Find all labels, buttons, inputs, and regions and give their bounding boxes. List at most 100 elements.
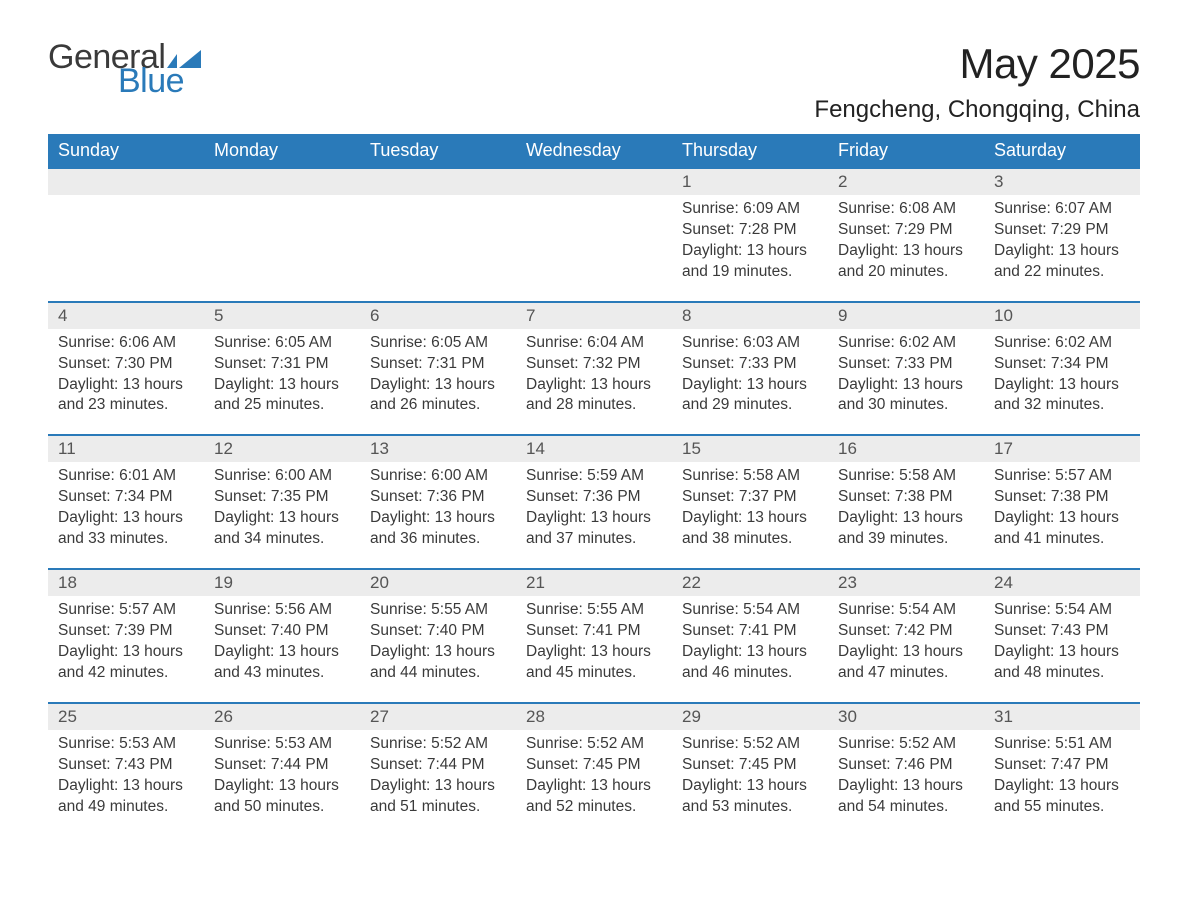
daylight-text: Daylight: 13 hours and 51 minutes. (370, 776, 506, 818)
calendar-cell (516, 167, 672, 301)
empty-day-bar (48, 167, 204, 195)
day-cell: 4Sunrise: 6:06 AMSunset: 7:30 PMDaylight… (48, 301, 204, 435)
empty-day-bar (516, 167, 672, 195)
sunrise-text: Sunrise: 6:06 AM (58, 333, 194, 354)
daylight-text: Daylight: 13 hours and 48 minutes. (994, 642, 1130, 684)
day-body: Sunrise: 5:55 AMSunset: 7:40 PMDaylight:… (360, 596, 516, 684)
sunset-text: Sunset: 7:28 PM (682, 220, 818, 241)
calendar-cell: 10Sunrise: 6:02 AMSunset: 7:34 PMDayligh… (984, 301, 1140, 435)
sunrise-text: Sunrise: 5:58 AM (682, 466, 818, 487)
day-cell: 30Sunrise: 5:52 AMSunset: 7:46 PMDayligh… (828, 702, 984, 836)
day-number: 16 (828, 434, 984, 462)
sunrise-text: Sunrise: 5:52 AM (370, 734, 506, 755)
daylight-text: Daylight: 13 hours and 38 minutes. (682, 508, 818, 550)
day-body: Sunrise: 5:52 AMSunset: 7:46 PMDaylight:… (828, 730, 984, 818)
sunrise-text: Sunrise: 5:54 AM (838, 600, 974, 621)
day-body: Sunrise: 6:01 AMSunset: 7:34 PMDaylight:… (48, 462, 204, 550)
sunset-text: Sunset: 7:36 PM (370, 487, 506, 508)
calendar-cell: 24Sunrise: 5:54 AMSunset: 7:43 PMDayligh… (984, 568, 1140, 702)
sunrise-text: Sunrise: 6:05 AM (370, 333, 506, 354)
sunset-text: Sunset: 7:43 PM (58, 755, 194, 776)
sunrise-text: Sunrise: 5:52 AM (526, 734, 662, 755)
calendar-cell: 1Sunrise: 6:09 AMSunset: 7:28 PMDaylight… (672, 167, 828, 301)
day-number: 31 (984, 702, 1140, 730)
daylight-text: Daylight: 13 hours and 36 minutes. (370, 508, 506, 550)
daylight-text: Daylight: 13 hours and 29 minutes. (682, 375, 818, 417)
day-cell: 18Sunrise: 5:57 AMSunset: 7:39 PMDayligh… (48, 568, 204, 702)
daylight-text: Daylight: 13 hours and 47 minutes. (838, 642, 974, 684)
daylight-text: Daylight: 13 hours and 28 minutes. (526, 375, 662, 417)
sunrise-text: Sunrise: 6:04 AM (526, 333, 662, 354)
sunrise-text: Sunrise: 6:09 AM (682, 199, 818, 220)
day-number: 21 (516, 568, 672, 596)
sunrise-text: Sunrise: 5:52 AM (838, 734, 974, 755)
calendar-cell: 9Sunrise: 6:02 AMSunset: 7:33 PMDaylight… (828, 301, 984, 435)
day-cell: 1Sunrise: 6:09 AMSunset: 7:28 PMDaylight… (672, 167, 828, 301)
day-body: Sunrise: 6:00 AMSunset: 7:36 PMDaylight:… (360, 462, 516, 550)
daylight-text: Daylight: 13 hours and 50 minutes. (214, 776, 350, 818)
calendar-cell: 8Sunrise: 6:03 AMSunset: 7:33 PMDaylight… (672, 301, 828, 435)
day-cell: 9Sunrise: 6:02 AMSunset: 7:33 PMDaylight… (828, 301, 984, 435)
day-body: Sunrise: 5:58 AMSunset: 7:37 PMDaylight:… (672, 462, 828, 550)
day-cell: 29Sunrise: 5:52 AMSunset: 7:45 PMDayligh… (672, 702, 828, 836)
calendar-cell: 7Sunrise: 6:04 AMSunset: 7:32 PMDaylight… (516, 301, 672, 435)
calendar-week-row: 11Sunrise: 6:01 AMSunset: 7:34 PMDayligh… (48, 434, 1140, 568)
calendar-cell: 14Sunrise: 5:59 AMSunset: 7:36 PMDayligh… (516, 434, 672, 568)
day-body: Sunrise: 6:06 AMSunset: 7:30 PMDaylight:… (48, 329, 204, 417)
calendar-cell (204, 167, 360, 301)
sunrise-text: Sunrise: 6:01 AM (58, 466, 194, 487)
day-body: Sunrise: 5:51 AMSunset: 7:47 PMDaylight:… (984, 730, 1140, 818)
day-body: Sunrise: 5:55 AMSunset: 7:41 PMDaylight:… (516, 596, 672, 684)
location-text: Fengcheng, Chongqing, China (814, 96, 1140, 124)
day-body: Sunrise: 5:52 AMSunset: 7:45 PMDaylight:… (516, 730, 672, 818)
calendar-cell: 23Sunrise: 5:54 AMSunset: 7:42 PMDayligh… (828, 568, 984, 702)
sunset-text: Sunset: 7:29 PM (838, 220, 974, 241)
day-cell: 15Sunrise: 5:58 AMSunset: 7:37 PMDayligh… (672, 434, 828, 568)
page-header: General Blue May 2025 Fengcheng, Chongqi… (48, 40, 1140, 124)
calendar-table: Sunday Monday Tuesday Wednesday Thursday… (48, 134, 1140, 835)
day-cell: 16Sunrise: 5:58 AMSunset: 7:38 PMDayligh… (828, 434, 984, 568)
sunset-text: Sunset: 7:47 PM (994, 755, 1130, 776)
day-cell: 22Sunrise: 5:54 AMSunset: 7:41 PMDayligh… (672, 568, 828, 702)
daylight-text: Daylight: 13 hours and 20 minutes. (838, 241, 974, 283)
day-number: 18 (48, 568, 204, 596)
sunrise-text: Sunrise: 5:56 AM (214, 600, 350, 621)
sunrise-text: Sunrise: 6:05 AM (214, 333, 350, 354)
weekday-header: Sunday (48, 134, 204, 167)
day-cell: 12Sunrise: 6:00 AMSunset: 7:35 PMDayligh… (204, 434, 360, 568)
day-number: 25 (48, 702, 204, 730)
day-body: Sunrise: 5:57 AMSunset: 7:38 PMDaylight:… (984, 462, 1140, 550)
sunset-text: Sunset: 7:37 PM (682, 487, 818, 508)
calendar-cell: 25Sunrise: 5:53 AMSunset: 7:43 PMDayligh… (48, 702, 204, 836)
empty-day-bar (204, 167, 360, 195)
sunset-text: Sunset: 7:29 PM (994, 220, 1130, 241)
day-body: Sunrise: 6:09 AMSunset: 7:28 PMDaylight:… (672, 195, 828, 283)
calendar-cell: 29Sunrise: 5:52 AMSunset: 7:45 PMDayligh… (672, 702, 828, 836)
calendar-cell: 15Sunrise: 5:58 AMSunset: 7:37 PMDayligh… (672, 434, 828, 568)
day-number: 3 (984, 167, 1140, 195)
day-body: Sunrise: 5:58 AMSunset: 7:38 PMDaylight:… (828, 462, 984, 550)
day-number: 11 (48, 434, 204, 462)
sunset-text: Sunset: 7:38 PM (838, 487, 974, 508)
calendar-cell: 22Sunrise: 5:54 AMSunset: 7:41 PMDayligh… (672, 568, 828, 702)
day-body: Sunrise: 6:05 AMSunset: 7:31 PMDaylight:… (204, 329, 360, 417)
daylight-text: Daylight: 13 hours and 43 minutes. (214, 642, 350, 684)
sunset-text: Sunset: 7:38 PM (994, 487, 1130, 508)
sunrise-text: Sunrise: 6:02 AM (838, 333, 974, 354)
day-body: Sunrise: 5:54 AMSunset: 7:43 PMDaylight:… (984, 596, 1140, 684)
daylight-text: Daylight: 13 hours and 52 minutes. (526, 776, 662, 818)
day-number: 27 (360, 702, 516, 730)
title-block: May 2025 Fengcheng, Chongqing, China (814, 40, 1140, 124)
day-number: 5 (204, 301, 360, 329)
sunrise-text: Sunrise: 6:07 AM (994, 199, 1130, 220)
sunset-text: Sunset: 7:43 PM (994, 621, 1130, 642)
day-body: Sunrise: 5:53 AMSunset: 7:43 PMDaylight:… (48, 730, 204, 818)
daylight-text: Daylight: 13 hours and 34 minutes. (214, 508, 350, 550)
sunset-text: Sunset: 7:45 PM (682, 755, 818, 776)
calendar-week-row: 1Sunrise: 6:09 AMSunset: 7:28 PMDaylight… (48, 167, 1140, 301)
brand-line2: Blue (118, 64, 201, 98)
day-number: 15 (672, 434, 828, 462)
day-number: 1 (672, 167, 828, 195)
day-body: Sunrise: 6:08 AMSunset: 7:29 PMDaylight:… (828, 195, 984, 283)
sunrise-text: Sunrise: 6:03 AM (682, 333, 818, 354)
